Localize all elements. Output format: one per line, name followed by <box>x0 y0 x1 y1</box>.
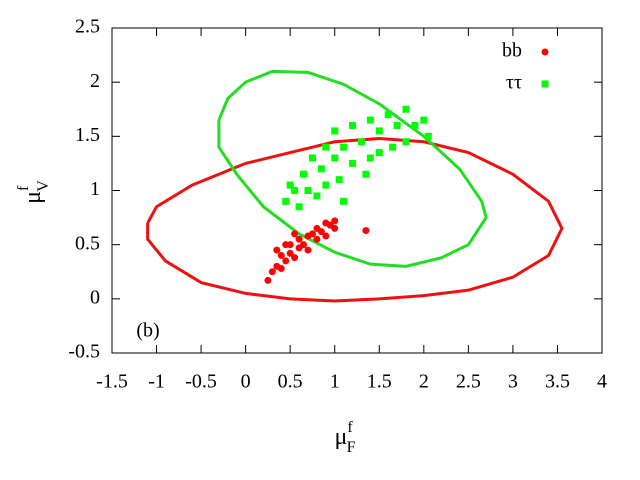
point <box>402 138 410 146</box>
point <box>322 143 330 151</box>
y-label-sup: f <box>15 185 32 191</box>
point <box>362 227 370 235</box>
x-tick-label: -0.5 <box>185 371 217 393</box>
point <box>349 122 357 129</box>
x-label-sup: f <box>347 419 353 436</box>
point <box>331 217 339 225</box>
x-tick-label: 1 <box>330 371 340 393</box>
point <box>308 154 316 162</box>
point <box>291 187 299 194</box>
point <box>366 154 374 162</box>
contour-line <box>146 136 564 303</box>
y-tick-label: 1 <box>90 178 100 200</box>
x-label-sub: F <box>347 439 356 456</box>
y-tick-label: -0.5 <box>68 341 100 363</box>
y-tick-label: 0.5 <box>75 232 100 254</box>
point <box>268 268 276 276</box>
x-tick-label: 4 <box>597 371 607 393</box>
point <box>389 143 397 151</box>
x-tick-label: 3.5 <box>545 371 570 393</box>
point <box>282 241 290 249</box>
y-tick-label: 2.5 <box>75 16 100 38</box>
point <box>411 122 419 129</box>
x-tick-label: 2 <box>419 371 429 393</box>
point <box>393 122 401 129</box>
point <box>349 159 357 167</box>
point <box>357 138 365 146</box>
x-axis-label: μf F <box>334 419 355 456</box>
point <box>375 149 383 157</box>
point <box>322 232 330 240</box>
point <box>420 116 428 124</box>
point <box>402 105 410 113</box>
point <box>384 111 392 119</box>
point <box>304 187 312 194</box>
y-axis-label: μf V <box>15 180 52 204</box>
point <box>366 116 374 124</box>
legend-label: ττ <box>506 72 522 94</box>
point <box>313 235 321 243</box>
y-tick-label: 0 <box>90 286 100 308</box>
point <box>286 249 294 257</box>
point <box>424 132 432 140</box>
point <box>264 276 272 284</box>
point <box>322 181 330 189</box>
y-label-sub: V <box>35 180 52 192</box>
x-tick-label: 2.5 <box>456 371 481 393</box>
y-label-base: μ <box>20 191 46 204</box>
annotation: (b) <box>136 320 159 342</box>
point <box>295 235 303 243</box>
x-tick-label: -1.5 <box>96 371 128 393</box>
point <box>362 170 370 178</box>
x-tick-label: 0.5 <box>278 371 303 393</box>
point <box>331 224 339 232</box>
point <box>277 252 285 259</box>
y-tick-label: 1.5 <box>75 124 100 146</box>
point <box>300 241 308 249</box>
legend-label: bb <box>502 40 522 62</box>
point <box>317 165 325 173</box>
point <box>331 127 339 135</box>
point <box>277 265 285 272</box>
point <box>291 254 299 262</box>
point <box>335 176 343 184</box>
contour-line <box>217 69 488 268</box>
point <box>340 143 348 151</box>
point <box>313 192 321 200</box>
x-tick-label: 3 <box>508 371 518 393</box>
point <box>317 228 325 236</box>
point <box>375 127 383 135</box>
point <box>282 197 290 205</box>
point <box>304 246 312 254</box>
point <box>282 257 290 265</box>
point <box>291 230 299 238</box>
x-label-base: μ <box>334 424 347 450</box>
y-tick-label: 2 <box>90 70 100 92</box>
point <box>308 230 316 238</box>
point <box>340 197 348 205</box>
point <box>295 203 303 211</box>
legend-marker <box>541 80 549 88</box>
point <box>300 170 308 178</box>
x-tick-label: 1.5 <box>367 371 392 393</box>
legend-marker <box>541 48 549 56</box>
point <box>286 181 294 189</box>
x-tick-label: -1 <box>148 371 165 393</box>
point <box>331 154 339 162</box>
point <box>273 246 281 254</box>
x-tick-label: 0 <box>241 371 251 393</box>
